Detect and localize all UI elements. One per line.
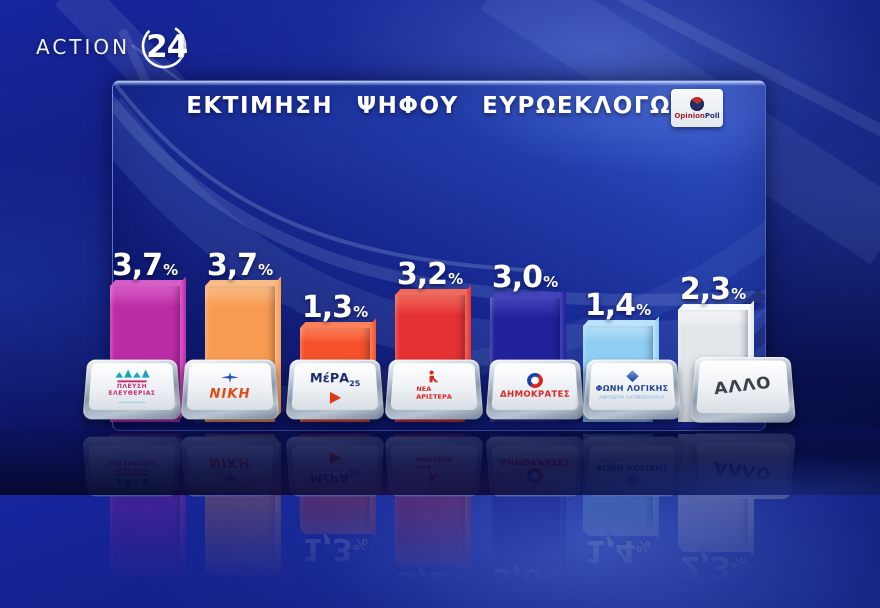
plaque-face: ΦΩΝΗ ΛΟΓΙΚΗΣ ΑΦΡΟΔΙΤΗ ΛΑΤΙΝΟΠΟΥΛΟΥ [588, 363, 676, 410]
plaque-face: ΝΕΑ ΑΡΙΣΤΕΡΑ [390, 363, 478, 410]
party-plaque-dimokrates: ΔΗΜΟΚΡΑΤΕΣ [485, 359, 585, 420]
party-name-nea-aristera: ΝΕΑ ΑΡΙΣΤΕΡΑ [415, 385, 453, 401]
pollster-name: OpinionPoll [674, 111, 720, 120]
reflection-party-plaque-plefsi: ΠΛΕΥΣΗ ΕΛΕΥΘΕΡΙΑΣ [82, 436, 182, 497]
reflection-party-plaque-dimokrates: ΔΗΜΟΚΡΑΤΕΣ [485, 436, 585, 497]
reflection-propeller-icon [221, 473, 239, 485]
reflection-party-plaque-nea-aristera: ΝΕΑ ΑΡΙΣΤΕΡΑ [384, 436, 484, 497]
plaque-face: ΑΛΛΟ [696, 360, 790, 414]
value-label-foni-logikis: 1,4% [584, 288, 652, 323]
figure-icon [429, 370, 439, 383]
party-plaque-foni-logikis: ΦΩΝΗ ΛΟΓΙΚΗΣ ΑΦΡΟΔΙΤΗ ΛΑΤΙΝΟΠΟΥΛΟΥ [582, 359, 682, 420]
value-label-nea-aristera: 3,2% [396, 257, 464, 292]
party-subname-latinopoulou: ΑΦΡΟΔΙΤΗ ΛΑΤΙΝΟΠΟΥΛΟΥ [598, 394, 666, 400]
party-plaque-allo: ΑΛΛΟ [690, 357, 796, 423]
reflection-party-plaque-niki: ΝΙΚΗ [180, 436, 280, 497]
hull-line [117, 380, 147, 383]
channel-logo-24: 24 [137, 20, 191, 74]
ring-icon [527, 372, 543, 388]
reflection-value-label-niki: 3,7% [206, 573, 274, 608]
reflection-diamond-icon [625, 474, 639, 487]
value-label-mera25: 1,3% [301, 290, 369, 325]
reflection-plaque-face: ΑΛΛΟ [696, 442, 790, 496]
opinionpoll-logo-icon [690, 96, 704, 111]
reflection-party-name-foni-logikis: ΦΩΝΗ ΛΟΓΙΚΗΣ [595, 463, 669, 473]
party-name-plefsi: ΠΛΕΥΣΗ ΕΛΕΥΘΕΡΙΑΣ [108, 383, 156, 397]
party-name-foni-logikis: ΦΩΝΗ ΛΟΓΙΚΗΣ [595, 383, 669, 393]
plaque-face: ΔΗΜΟΚΡΑΤΕΣ [491, 363, 579, 410]
reflection-value-label-nea-aristera: 3,2% [396, 564, 464, 599]
channel-number: 24 [146, 29, 188, 65]
reflection-plaque-face: ΝΙΚΗ [186, 446, 274, 493]
value-label-niki: 3,7% [206, 248, 274, 283]
reflection-value-label-mera25: 1,3% [301, 531, 369, 566]
reflection-bar-niki: 3,7% [205, 434, 275, 608]
reflection-value-label-allo: 2,3% [679, 549, 747, 584]
value-label-plefsi: 3,7% [111, 248, 179, 283]
reflection-plaque-face: ΝΕΑ ΑΡΙΣΤΕΡΑ [390, 446, 478, 493]
reflection-party-name-plefsi: ΠΛΕΥΣΗ ΕΛΕΥΘΕΡΙΑΣ [108, 459, 156, 473]
micro-text-line [118, 401, 146, 403]
plaque-face: ΝΙΚΗ [186, 363, 274, 410]
floor-reflection-tint [0, 428, 880, 495]
broadcast-frame: { "channel": {"name": "ACTION", "number"… [0, 0, 880, 495]
reflection-bar-plefsi: 3,7% [110, 434, 180, 608]
reflection-party-subname-latinopoulou: ΑΦΡΟΔΙΤΗ ΛΑΤΙΝΟΠΟΥΛΟΥ [598, 456, 666, 462]
reflection-bar-allo: 2,3% [678, 434, 748, 584]
reflection-plaque-face: ΜέΡΑ25 [291, 446, 379, 493]
reflection-plaque-face: ΔΗΜΟΚΡΑΤΕΣ [491, 446, 579, 493]
reflection-bar-foni-logikis: 1,4% [583, 434, 653, 568]
stage-reflection: 3,7% 3,7% 1,3% 3,2% 3,0% 1,4% 2,3% [0, 428, 880, 608]
party-name-mera25: ΜέΡΑ25 [309, 372, 361, 389]
reflection-value-label-plefsi: 3,7% [111, 573, 179, 608]
party-name-niki: ΝΙΚΗ [209, 386, 251, 402]
propeller-icon [221, 371, 239, 383]
chart-title: ΕΚΤΙΜΗΣΗ ΨΗΦΟΥ ΕΥΡΩΕΚΛΟΓΩΝ [186, 93, 692, 119]
party-name-dimokrates: ΔΗΜΟΚΡΑΤΕΣ [499, 389, 571, 400]
logo-arc-icon [141, 23, 187, 69]
reflection-sails-icon [114, 478, 150, 487]
reflection-party-name-niki: ΝΙΚΗ [209, 454, 251, 470]
reflection-plaque-face: ΦΩΝΗ ΛΟΓΙΚΗΣ ΑΦΡΟΔΙΤΗ ΛΑΤΙΝΟΠΟΥΛΟΥ [588, 446, 676, 493]
sails-icon [114, 369, 150, 378]
reflection-micro-text-line [118, 453, 146, 455]
plaque-face: ΜέΡΑ25 [291, 363, 379, 410]
value-label-allo: 2,3% [679, 272, 747, 307]
reflection-party-plaque-mera25: ΜέΡΑ25 [285, 436, 385, 497]
reflection-value-label-foni-logikis: 1,4% [584, 533, 652, 568]
reflection-plaque-face: ΠΛΕΥΣΗ ΕΛΕΥΘΕΡΙΑΣ [88, 446, 176, 493]
reflection-party-name-dimokrates: ΔΗΜΟΚΡΑΤΕΣ [499, 456, 571, 467]
reflection-bar-mera25: 1,3% [300, 434, 370, 566]
reflection-party-plaque-foni-logikis: ΦΩΝΗ ΛΟΓΙΚΗΣ ΑΦΡΟΔΙΤΗ ΛΑΤΙΝΟΠΟΥΛΟΥ [582, 436, 682, 497]
reflection-party-name-mera25: ΜέΡΑ25 [309, 467, 361, 484]
reflection-bar-nea-aristera: 3,2% [395, 434, 465, 599]
channel-logo-text: ACTION [36, 35, 131, 59]
party-plaque-mera25: ΜέΡΑ25 [285, 359, 385, 420]
reflection-party-name-allo: ΑΛΛΟ [713, 457, 774, 483]
party-name-allo: ΑΛΛΟ [713, 373, 774, 399]
plaque-face: ΠΛΕΥΣΗ ΕΛΕΥΘΕΡΙΑΣ [88, 363, 176, 410]
party-plaque-nea-aristera: ΝΕΑ ΑΡΙΣΤΕΡΑ [384, 359, 484, 420]
chart-stage: 3,7% 3,7% 1,3% 3,2% 3,0% 1,4% 2,3% [0, 248, 880, 428]
channel-logo: ACTION 24 [36, 20, 191, 74]
party-plaque-niki: ΝΙΚΗ [180, 359, 280, 420]
reflection-party-name-nea-aristera: ΝΕΑ ΑΡΙΣΤΕΡΑ [415, 455, 453, 471]
diamond-icon [625, 369, 639, 382]
reflection-bar-dimokrates: 3,0% [490, 434, 560, 596]
reflection-value-label-dimokrates: 3,0% [491, 561, 559, 596]
reflection-hull-line [117, 473, 147, 476]
pollster-badge: OpinionPoll [671, 89, 723, 127]
arrow-icon [329, 391, 341, 404]
party-plaque-plefsi: ΠΛΕΥΣΗ ΕΛΕΥΘΕΡΙΑΣ [82, 359, 182, 420]
reflection-figure-icon [429, 473, 439, 486]
value-label-dimokrates: 3,0% [491, 260, 559, 295]
reflection-arrow-icon [329, 452, 341, 465]
reflection-ring-icon [527, 468, 543, 484]
reflection-party-plaque-allo: ΑΛΛΟ [690, 433, 796, 499]
